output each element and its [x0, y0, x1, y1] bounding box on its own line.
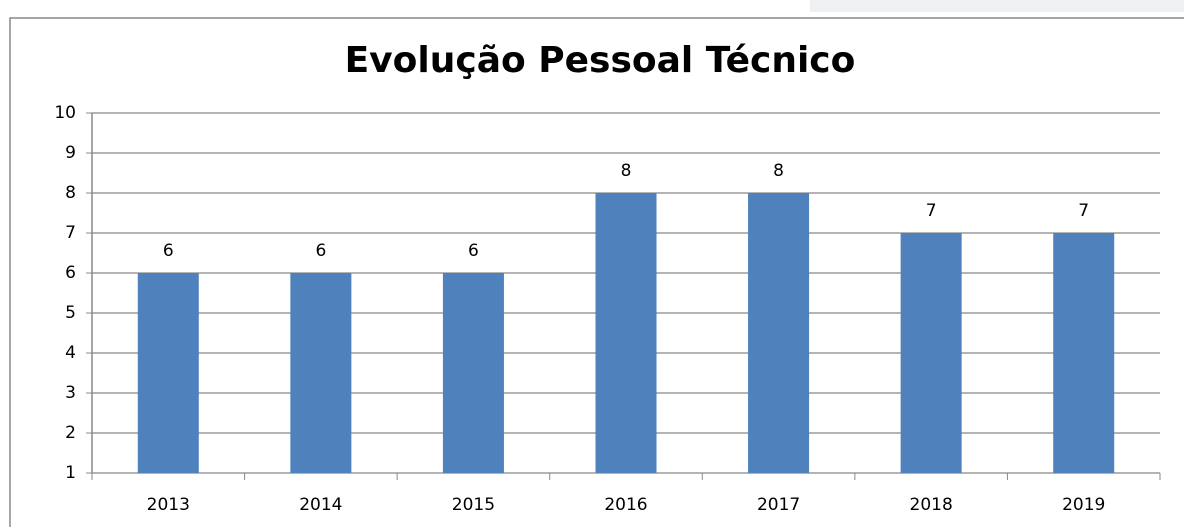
y-tick-label: 4	[65, 343, 76, 363]
y-tick-label: 9	[65, 143, 76, 163]
x-tick-label: 2017	[757, 495, 800, 515]
bar	[442, 273, 504, 473]
bar	[1053, 233, 1115, 473]
chart-title: Evolução Pessoal Técnico	[345, 40, 856, 81]
bar	[137, 273, 199, 473]
y-tick-label: 1	[65, 463, 76, 483]
header-strip	[810, 0, 1184, 12]
data-label: 6	[163, 241, 174, 261]
x-tick-label: 2013	[147, 495, 190, 515]
data-label: 6	[468, 241, 479, 261]
bar	[748, 193, 810, 473]
y-tick-label: 2	[65, 423, 76, 443]
y-tick-label: 6	[65, 263, 76, 283]
bar	[595, 193, 657, 473]
data-label: 7	[1078, 201, 1089, 221]
data-label: 8	[773, 161, 784, 181]
x-tick-label: 2019	[1062, 495, 1105, 515]
bar	[290, 273, 352, 473]
data-label: 8	[621, 161, 632, 181]
data-label: 7	[926, 201, 937, 221]
y-tick-label: 5	[65, 303, 76, 323]
y-tick-label: 8	[65, 183, 76, 203]
x-tick-label: 2016	[604, 495, 647, 515]
y-tick-label: 7	[65, 223, 76, 243]
data-label: 6	[315, 241, 326, 261]
x-tick-label: 2014	[299, 495, 342, 515]
y-tick-label: 3	[65, 383, 76, 403]
y-tick-label: 10	[54, 103, 76, 123]
bar	[900, 233, 962, 473]
x-tick-label: 2015	[452, 495, 495, 515]
x-tick-label: 2018	[910, 495, 953, 515]
